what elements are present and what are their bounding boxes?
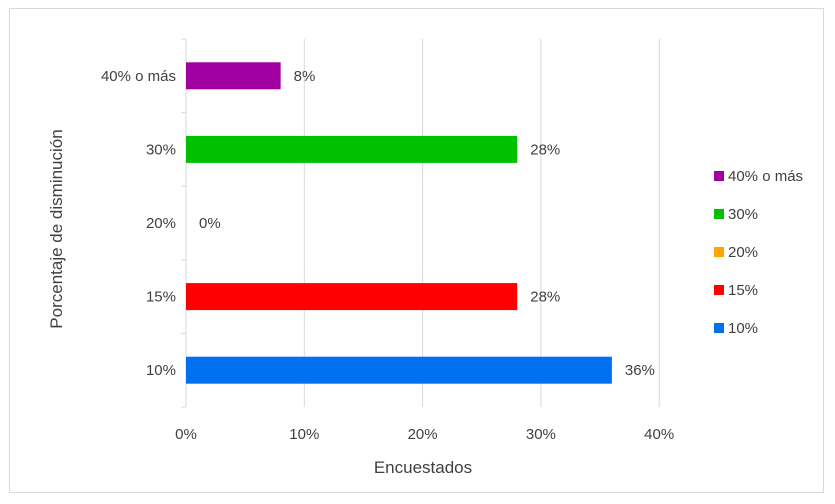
legend-label: 20% [728,244,758,261]
x-tick-label: 20% [408,426,438,443]
data-label: 36% [625,362,655,379]
legend-swatch [714,209,724,219]
bar-chart: 10% 15% 20% 30% 40% o más 36% 28% 0% 28% 8% 0% 10… [47,38,803,477]
legend-label: 10% [728,320,758,337]
legend-swatch [714,247,724,257]
category-label: 10% [146,362,176,379]
y-axis-title: Porcentaje de disminución [47,129,66,328]
data-label: 8% [294,68,316,85]
bar-1 [186,283,518,311]
legend-label: 40% o más [728,168,803,185]
legend-swatch [714,171,724,181]
legend-label: 15% [728,282,758,299]
category-label: 15% [146,289,176,306]
category-label: 30% [146,141,176,158]
x-tick-label: 0% [175,426,197,443]
data-label: 28% [530,141,560,158]
data-label: 28% [530,289,560,306]
chart-frame: 10% 15% 20% 30% 40% o más 36% 28% 0% 28% 8% 0% 10… [9,8,824,493]
x-axis-title: Encuestados [374,458,472,477]
legend-label: 30% [728,206,758,223]
x-tick-label: 40% [644,426,674,443]
data-label: 0% [199,215,221,232]
bar-4 [186,62,281,90]
x-tick-label: 10% [289,426,319,443]
legend-swatch [714,285,724,295]
bar-0 [186,356,612,384]
legend-swatch [714,323,724,333]
bar-3 [186,135,518,163]
x-tick-label: 30% [526,426,556,443]
category-label: 40% o más [101,68,176,85]
category-label: 20% [146,215,176,232]
